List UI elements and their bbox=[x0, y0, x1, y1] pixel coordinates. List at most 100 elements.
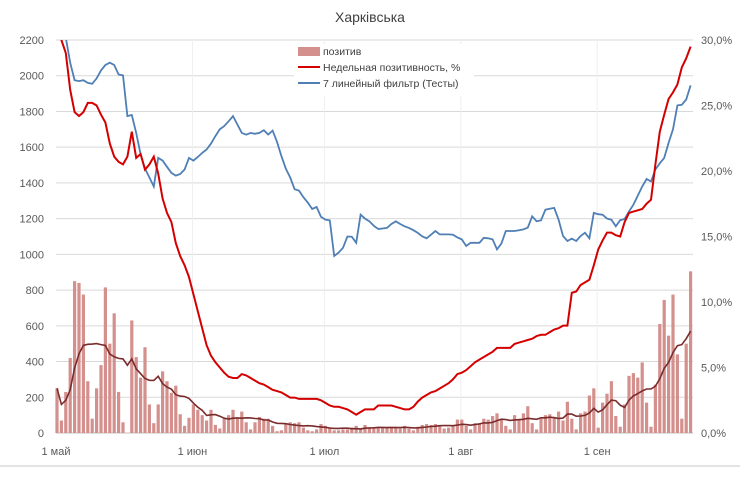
bar bbox=[609, 381, 613, 433]
bar bbox=[605, 393, 609, 433]
bar bbox=[297, 422, 301, 433]
bar bbox=[200, 415, 204, 433]
bar bbox=[464, 425, 468, 433]
bar bbox=[249, 429, 253, 433]
bar bbox=[407, 428, 411, 433]
bar bbox=[455, 419, 459, 433]
bar bbox=[213, 424, 217, 433]
bar bbox=[196, 409, 200, 433]
bar bbox=[191, 404, 195, 433]
bar bbox=[565, 401, 569, 433]
bar bbox=[359, 429, 363, 433]
bar bbox=[420, 424, 424, 433]
bar bbox=[222, 418, 226, 433]
bar bbox=[275, 431, 279, 433]
bar bbox=[543, 415, 547, 433]
bar bbox=[143, 347, 147, 433]
bar bbox=[433, 424, 437, 433]
bar bbox=[499, 419, 503, 433]
right-tick-label: 30,0% bbox=[701, 35, 732, 47]
bar bbox=[266, 418, 270, 433]
bar bbox=[174, 385, 178, 433]
bar bbox=[55, 388, 59, 433]
bar bbox=[429, 424, 433, 433]
right-tick-label: 5,0% bbox=[701, 363, 726, 375]
bar bbox=[367, 428, 371, 433]
bar bbox=[477, 424, 481, 433]
bar bbox=[680, 418, 684, 433]
bar bbox=[552, 416, 556, 433]
bar bbox=[530, 423, 534, 433]
bar bbox=[169, 392, 173, 433]
bar bbox=[653, 384, 657, 433]
bar bbox=[517, 418, 521, 433]
bar bbox=[73, 281, 77, 433]
gridlines bbox=[56, 39, 693, 434]
bar bbox=[631, 373, 635, 433]
bar bbox=[557, 411, 561, 433]
bar bbox=[425, 424, 429, 433]
bar bbox=[130, 320, 134, 433]
bar bbox=[244, 422, 248, 433]
bar bbox=[209, 409, 213, 433]
bar bbox=[574, 429, 578, 433]
left-tick-label: 0 bbox=[38, 428, 44, 440]
left-tick-label: 1600 bbox=[20, 142, 44, 154]
bar bbox=[161, 371, 165, 433]
bar bbox=[77, 282, 81, 433]
bar bbox=[438, 424, 442, 433]
bar bbox=[332, 430, 336, 433]
bar bbox=[570, 418, 574, 433]
bar bbox=[482, 418, 486, 433]
bar bbox=[345, 429, 349, 433]
left-tick-label: 800 bbox=[26, 285, 44, 297]
bar bbox=[293, 423, 297, 433]
x-axis-ticks: 1 май 1 июн 1 июл 1 авг 1 сен bbox=[42, 446, 611, 458]
bar bbox=[240, 411, 244, 433]
bar bbox=[671, 294, 675, 433]
bar bbox=[623, 404, 627, 433]
bar bbox=[561, 420, 565, 433]
bar bbox=[86, 381, 90, 433]
bar bbox=[95, 388, 99, 433]
bar bbox=[288, 422, 292, 433]
right-tick-label: 20,0% bbox=[701, 166, 732, 178]
left-tick-label: 1200 bbox=[20, 214, 44, 226]
moving-average-line bbox=[56, 330, 692, 430]
bar bbox=[183, 425, 187, 433]
bar bbox=[381, 427, 385, 433]
bar bbox=[442, 428, 446, 433]
bar bbox=[152, 423, 156, 433]
x-tick-label: 1 июн bbox=[178, 446, 208, 458]
left-axis-ticks: 0 200 400 600 800 1000 1200 1400 1600 1800 2000 220… bbox=[20, 35, 44, 440]
legend-label-tests-filter: 7 линейный фильтр (Тесты) bbox=[323, 78, 459, 90]
bar bbox=[389, 427, 393, 433]
bar bbox=[350, 427, 354, 433]
positive-bars bbox=[55, 271, 693, 433]
right-axis-ticks: 0,0% 5,0% 10,0% 15,0% 20,0% 25,0% 30,0% bbox=[701, 35, 732, 440]
bar bbox=[372, 428, 376, 433]
bar bbox=[218, 428, 222, 433]
bar bbox=[103, 287, 107, 433]
bar bbox=[649, 426, 653, 433]
bar bbox=[513, 415, 517, 433]
chart-title: Харківська bbox=[335, 9, 405, 25]
left-tick-label: 2200 bbox=[20, 35, 44, 47]
bar bbox=[310, 431, 314, 433]
bar bbox=[301, 427, 305, 433]
bar bbox=[235, 418, 239, 433]
x-tick-label: 1 авг bbox=[448, 446, 473, 458]
left-tick-label: 200 bbox=[26, 392, 44, 404]
bar bbox=[398, 428, 402, 433]
legend: позитив Недельная позитивность, % 7 лине… bbox=[294, 44, 474, 96]
bar bbox=[306, 430, 310, 433]
bar bbox=[319, 424, 323, 433]
bar bbox=[59, 420, 63, 433]
bar bbox=[579, 413, 583, 433]
bar bbox=[486, 419, 490, 433]
bar bbox=[460, 419, 464, 433]
left-tick-label: 1800 bbox=[20, 106, 44, 118]
bar bbox=[451, 425, 455, 433]
legend-label-positive: позитив bbox=[323, 46, 362, 58]
